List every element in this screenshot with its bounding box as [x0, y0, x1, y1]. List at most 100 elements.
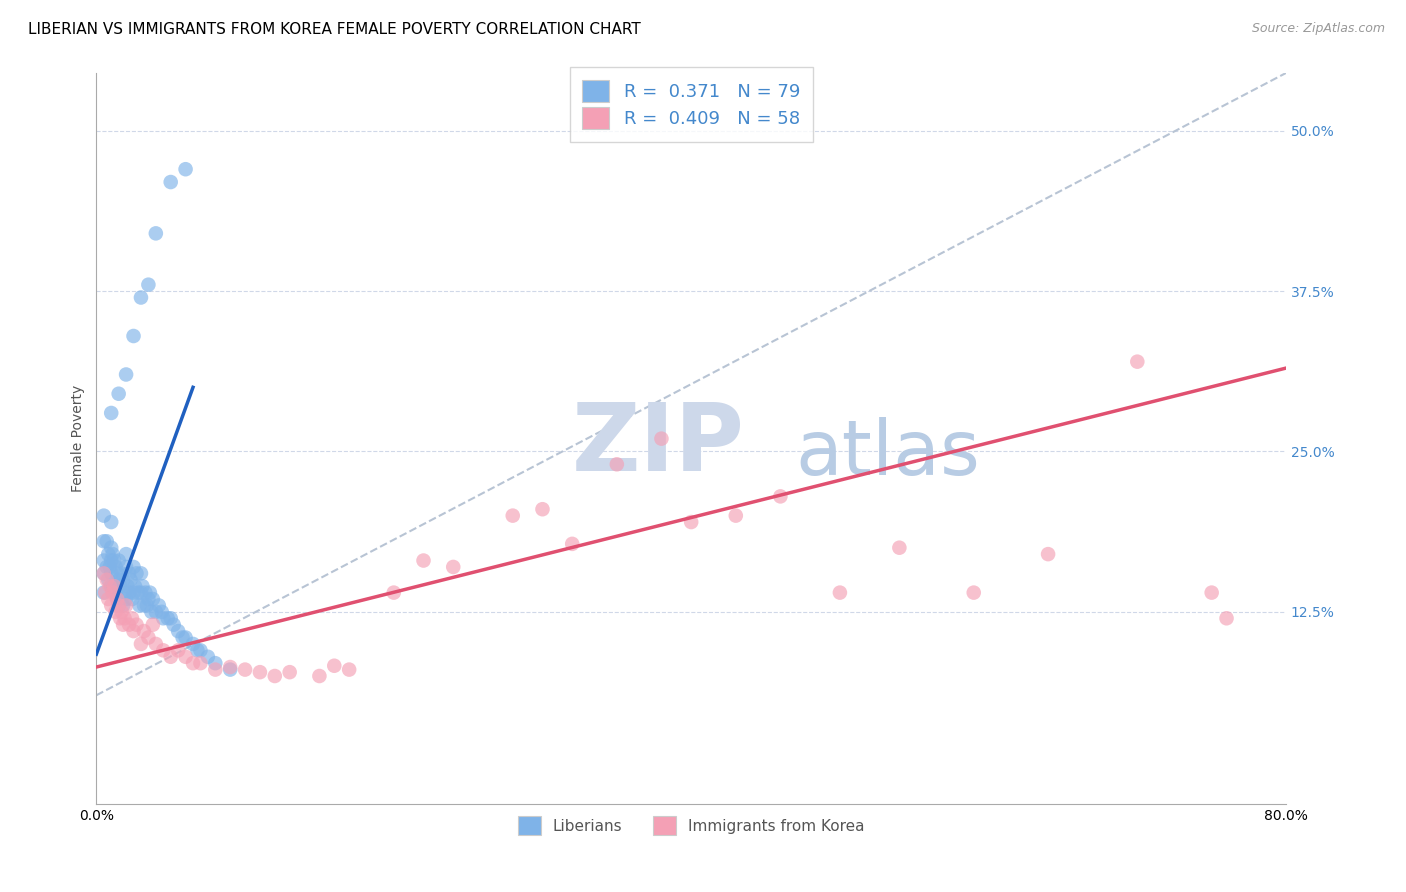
- Point: [114, 611, 136, 625]
- Point: [132, 599, 155, 613]
- Point: [141, 605, 163, 619]
- Point: [963, 585, 986, 599]
- Point: [190, 643, 212, 657]
- Point: [105, 592, 128, 607]
- Point: [138, 631, 160, 645]
- Point: [167, 643, 190, 657]
- Text: LIBERIAN VS IMMIGRANTS FROM KOREA FEMALE POVERTY CORRELATION CHART: LIBERIAN VS IMMIGRANTS FROM KOREA FEMALE…: [28, 22, 641, 37]
- Text: atlas: atlas: [796, 417, 980, 491]
- Point: [105, 592, 128, 607]
- Point: [105, 566, 128, 581]
- Point: [98, 560, 121, 574]
- Point: [204, 663, 226, 677]
- Point: [125, 617, 148, 632]
- Point: [134, 585, 156, 599]
- Point: [131, 579, 153, 593]
- Point: [108, 611, 131, 625]
- Point: [111, 566, 134, 581]
- Point: [121, 592, 143, 607]
- Point: [159, 649, 181, 664]
- Point: [107, 599, 129, 613]
- Point: [249, 665, 271, 680]
- Point: [101, 547, 124, 561]
- Point: [122, 329, 145, 343]
- Point: [145, 227, 167, 241]
- Point: [190, 656, 212, 670]
- Point: [278, 665, 301, 680]
- Point: [152, 611, 174, 625]
- Point: [502, 508, 524, 523]
- Point: [101, 585, 124, 599]
- Point: [117, 579, 139, 593]
- Point: [1036, 547, 1059, 561]
- Point: [172, 631, 194, 645]
- Point: [107, 386, 129, 401]
- Point: [118, 566, 141, 581]
- Point: [100, 541, 122, 555]
- Point: [93, 553, 115, 567]
- Point: [94, 585, 117, 599]
- Point: [104, 605, 127, 619]
- Point: [100, 553, 122, 567]
- Point: [112, 617, 135, 632]
- Point: [650, 432, 672, 446]
- Point: [100, 579, 122, 593]
- Point: [681, 515, 703, 529]
- Point: [135, 599, 157, 613]
- Y-axis label: Female Poverty: Female Poverty: [72, 385, 86, 492]
- Point: [219, 663, 242, 677]
- Point: [128, 599, 150, 613]
- Point: [181, 637, 204, 651]
- Point: [121, 611, 143, 625]
- Point: [142, 617, 165, 632]
- Point: [93, 585, 115, 599]
- Point: [197, 649, 219, 664]
- Point: [148, 599, 170, 613]
- Point: [412, 553, 434, 567]
- Point: [111, 605, 134, 619]
- Point: [441, 560, 464, 574]
- Point: [337, 663, 360, 677]
- Point: [152, 643, 174, 657]
- Point: [724, 508, 747, 523]
- Point: [122, 624, 145, 639]
- Point: [769, 489, 792, 503]
- Point: [132, 624, 155, 639]
- Point: [107, 553, 129, 567]
- Legend: Liberians, Immigrants from Korea: Liberians, Immigrants from Korea: [509, 807, 875, 844]
- Point: [107, 573, 129, 587]
- Point: [174, 162, 197, 177]
- Point: [138, 592, 160, 607]
- Point: [150, 605, 173, 619]
- Text: Source: ZipAtlas.com: Source: ZipAtlas.com: [1251, 22, 1385, 36]
- Point: [561, 537, 583, 551]
- Text: ZIP: ZIP: [572, 399, 745, 491]
- Point: [129, 291, 152, 305]
- Point: [129, 566, 152, 581]
- Point: [204, 656, 226, 670]
- Point: [104, 585, 127, 599]
- Point: [93, 566, 115, 581]
- Point: [1215, 611, 1237, 625]
- Point: [114, 585, 136, 599]
- Point: [174, 631, 197, 645]
- Point: [103, 553, 125, 567]
- Point: [1126, 354, 1149, 368]
- Point: [97, 592, 120, 607]
- Point: [103, 579, 125, 593]
- Point: [186, 643, 208, 657]
- Point: [127, 585, 149, 599]
- Point: [93, 508, 115, 523]
- Point: [606, 458, 628, 472]
- Point: [233, 663, 256, 677]
- Point: [125, 566, 148, 581]
- Point: [124, 579, 146, 593]
- Point: [1201, 585, 1223, 599]
- Point: [97, 547, 120, 561]
- Point: [181, 656, 204, 670]
- Point: [112, 599, 135, 613]
- Point: [100, 566, 122, 581]
- Point: [122, 560, 145, 574]
- Point: [145, 637, 167, 651]
- Point: [115, 599, 138, 613]
